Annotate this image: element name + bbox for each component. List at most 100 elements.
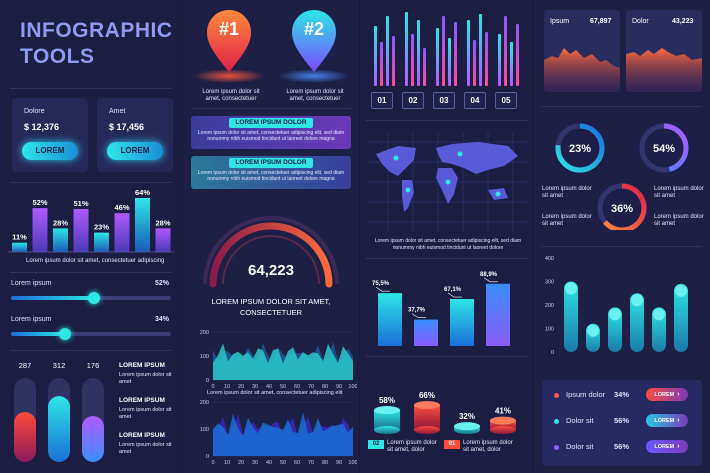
vbar-value: 176 <box>86 361 100 370</box>
area-chart-2: 200 100 00 10 20 30 40 50 60 70 80 90 100 <box>200 400 357 466</box>
bar-label: 88,9% <box>480 272 498 278</box>
bar-cap <box>609 308 621 321</box>
column-bar <box>423 48 426 86</box>
y-tick: 300 <box>545 280 554 286</box>
bar <box>564 281 578 352</box>
x-tick: 20 <box>238 384 244 390</box>
area-series <box>213 412 353 456</box>
card-value: $ 17,456 <box>109 122 145 132</box>
label-leader <box>483 277 498 283</box>
lorem-button[interactable]: LOREM › <box>646 388 688 401</box>
vbar-fill <box>82 415 104 462</box>
bar-chart-percent-2: 75,5% 37,7% 67,1% 88,9% <box>372 272 510 346</box>
lorem-button[interactable]: LOREM › <box>646 440 688 453</box>
bar <box>630 293 644 352</box>
donut-label: 54% <box>653 143 675 155</box>
slider-handle[interactable] <box>59 328 72 340</box>
bar <box>486 283 510 346</box>
label-leader <box>411 313 426 318</box>
map-caption: Lorem ipsum dolor sit amet, consectetuer… <box>374 238 522 251</box>
y-tick: 200 <box>200 330 209 336</box>
lorem-button[interactable]: LOREM <box>22 142 78 160</box>
gauge-caption-line: CONSECTETUER <box>239 308 303 317</box>
bar-cap <box>587 324 599 337</box>
mini-area-label: Dolor <box>632 18 649 25</box>
column-2: #1 #2 Lorem ipsum dolor sit amet, consec… <box>183 0 359 473</box>
donut-text: Lorem ipsum dolor sit amet <box>542 186 592 199</box>
donut-label: 36% <box>611 203 633 215</box>
column-label: 03 <box>433 92 455 109</box>
title-line-1: INFOGRAPHIC <box>20 19 173 42</box>
x-tick: 10 <box>224 460 230 466</box>
lorem-button[interactable]: LOREM › <box>646 414 688 427</box>
cylinder-label: 41% <box>495 407 511 416</box>
column-bar <box>479 14 482 86</box>
bar <box>114 213 130 252</box>
donut-arc <box>555 123 605 173</box>
x-tick: 60 <box>294 384 300 390</box>
legend-text: Lorem ipsum dolor sit amet, dolor <box>463 440 513 453</box>
mini-area-card: Dolor 43,223 <box>626 10 702 92</box>
pin-text: Lorem ipsum dolor sit amet, consectetuer <box>202 89 260 102</box>
bar <box>53 228 68 252</box>
label-leader <box>375 286 390 292</box>
cylinder-top <box>374 406 400 415</box>
mini-area-chart <box>544 48 620 92</box>
slider-value: 34% <box>155 316 170 323</box>
map-pin-icon <box>207 10 251 72</box>
bar <box>674 283 688 352</box>
cylinder <box>414 405 440 430</box>
chevron-right-icon: › <box>677 417 680 424</box>
column-bar <box>498 34 501 86</box>
donut-arc <box>639 123 689 173</box>
column-bar <box>411 34 414 86</box>
donut-label: 23% <box>569 143 591 155</box>
donut-text: Lorem ipsum dolor sit amet <box>542 214 592 227</box>
bar <box>32 208 48 252</box>
bar <box>73 208 89 252</box>
x-tick: 80 <box>322 460 328 466</box>
x-tick: 40 <box>266 460 272 466</box>
list-dot <box>554 393 559 398</box>
pin-glow <box>193 69 265 83</box>
legend-text: Lorem ipsum dolor sit amet, dolor <box>387 440 437 453</box>
page-title: INFOGRAPHIC TOOLS <box>20 18 173 70</box>
list-value: 34% <box>614 390 630 399</box>
list-label: Ipsum dolor <box>566 390 606 399</box>
donut-bg <box>637 121 691 175</box>
pin-label: #2 <box>303 19 325 39</box>
list-label: Dolor sit <box>566 442 594 451</box>
slider-value: 52% <box>155 280 170 287</box>
mini-area-value: 67,897 <box>590 18 612 25</box>
x-tick: 0 <box>211 460 214 466</box>
column-bar <box>405 12 408 86</box>
vbar-value: 312 <box>52 361 66 370</box>
y-tick: 100 <box>545 327 554 333</box>
divider <box>10 272 172 273</box>
column-bar <box>504 16 507 86</box>
map-marker <box>457 151 463 157</box>
x-tick: 30 <box>252 460 258 466</box>
column-bar <box>473 40 476 86</box>
lorem-button[interactable]: LOREM <box>107 142 163 160</box>
mini-area-value: 43,223 <box>672 18 694 25</box>
slider-track <box>11 332 171 336</box>
slider-fill <box>11 296 95 300</box>
label-leader <box>447 292 462 298</box>
map-marker <box>405 187 411 193</box>
banner-label: LOREM IPSUM DOLOR <box>229 158 313 168</box>
banner: LOREM IPSUM DOLOR Lorem ipsum dolor sit … <box>191 156 351 189</box>
cylinder-label: 32% <box>459 412 475 421</box>
button-label: LOREM <box>654 418 675 424</box>
legend-title: LOREM IPSUM <box>119 432 165 439</box>
column-bar <box>374 26 377 86</box>
slider-handle[interactable] <box>88 292 101 304</box>
slider-fill <box>11 332 66 336</box>
bar-label: 51% <box>73 199 88 208</box>
column-bar <box>485 32 488 86</box>
cylinder-base <box>414 426 440 434</box>
area-chart-1: 200 100 00 10 20 30 40 50 60 70 80 90 100 <box>200 330 357 390</box>
cylinder-top <box>414 401 440 410</box>
bar-chart-caption: Lorem ipsum dolor sit amet, consectetuer… <box>26 258 165 264</box>
column-bar <box>380 42 383 86</box>
